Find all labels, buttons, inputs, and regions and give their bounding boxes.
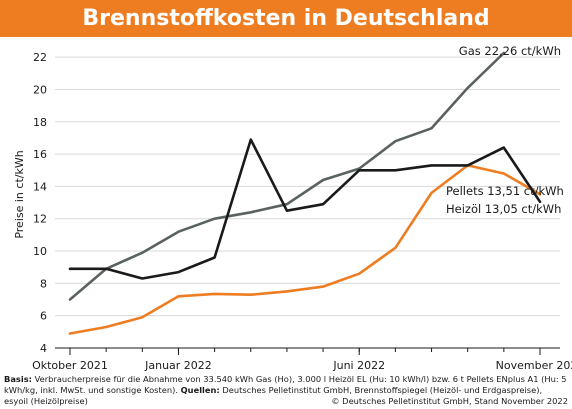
y-tick-label: 22: [33, 51, 47, 64]
series-line-gas: [68, 51, 506, 301]
y-axis-label: Preise in ct/kWh: [13, 150, 26, 238]
series-label-pellets: Pellets 13,51 ct/kWh: [446, 184, 564, 198]
series-line-heizöl: [68, 138, 542, 280]
y-tick-label: 8: [40, 277, 47, 290]
y-tick-label: 14: [33, 180, 47, 193]
copyright-note: © Deutsches Pelletinstitut GmbH, Stand N…: [331, 396, 568, 406]
x-tick-label: Oktober 2021: [32, 359, 108, 372]
chart-title: Brennstoffkosten in Deutschland: [0, 0, 572, 37]
x-tick-label: Juni 2022: [332, 359, 385, 372]
sources-text: Deutsches Pelletinstitut GmbH, Brennstof…: [4, 385, 543, 406]
footer-notes: Basis: Verbraucherpreise für die Abnahme…: [4, 374, 568, 407]
basis-text: Verbraucherpreise für die Abnahme von 33…: [4, 374, 567, 395]
y-tick-label: 16: [33, 148, 47, 161]
y-tick-label: 4: [40, 342, 47, 355]
sources-label: Quellen:: [180, 385, 220, 395]
series-label-heizoel: Heizöl 13,05 ct/kWh: [446, 202, 561, 216]
series-line-pellets: [68, 164, 542, 335]
basis-label: Basis:: [4, 374, 32, 384]
x-tick-label: Januar 2022: [144, 359, 212, 372]
y-tick-label: 18: [33, 116, 47, 129]
y-tick-label: 20: [33, 83, 47, 96]
x-tick-label: November 2022: [496, 359, 572, 372]
line-chart: 4 6 8 10 12 14 16 18 20 22 Oktober 2021 Januar 2022…: [13, 44, 572, 372]
series-label-gas: Gas 22,26 ct/kWh: [459, 44, 561, 58]
y-tick-label: 12: [33, 213, 47, 226]
y-tick-label: 6: [40, 310, 47, 323]
y-tick-label: 10: [33, 245, 47, 258]
